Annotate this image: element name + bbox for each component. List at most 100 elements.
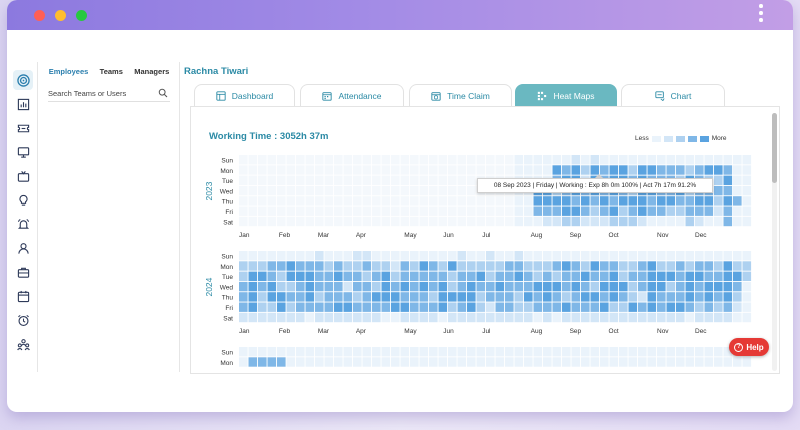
heatmap-cell[interactable] [239, 292, 248, 302]
heatmap-cell[interactable] [486, 281, 495, 292]
heatmap-cell[interactable] [723, 312, 733, 323]
heatmap-cell[interactable] [324, 216, 334, 227]
heatmap-cell[interactable] [581, 196, 590, 206]
vertical-scrollbar[interactable] [772, 113, 777, 371]
heatmap-cell[interactable] [533, 261, 543, 271]
heatmap-cell[interactable] [543, 196, 552, 206]
heatmap-cell[interactable] [429, 165, 438, 175]
heatmap-cell[interactable] [353, 196, 362, 206]
heatmap-cell[interactable] [267, 216, 277, 227]
heatmap-cell[interactable] [647, 206, 657, 216]
heatmap-cell[interactable] [239, 155, 248, 165]
heatmap-cell[interactable] [571, 196, 581, 206]
heatmap-cell[interactable] [429, 185, 438, 196]
heatmap-cell[interactable] [514, 196, 524, 206]
heatmap-cell[interactable] [324, 196, 334, 206]
heatmap-cell[interactable] [362, 292, 372, 302]
heatmap-cell[interactable] [372, 261, 381, 271]
heatmap-cell[interactable] [324, 271, 334, 281]
heatmap-cell[interactable] [467, 357, 476, 367]
heatmap-cell[interactable] [457, 155, 467, 165]
heatmap-cell[interactable] [353, 216, 362, 227]
heatmap-cell[interactable] [628, 251, 638, 261]
heatmap-cell[interactable] [695, 302, 704, 312]
heatmap-cell[interactable] [742, 251, 752, 261]
heatmap-cell[interactable] [362, 261, 372, 271]
heatmap-cell[interactable] [277, 261, 286, 271]
heatmap-cell[interactable] [609, 312, 619, 323]
monitor-icon[interactable] [13, 142, 33, 162]
heatmap-cell[interactable] [457, 281, 467, 292]
heatmap-cell[interactable] [248, 347, 258, 357]
heatmap-cell[interactable] [467, 155, 476, 165]
heatmap-cell[interactable] [467, 281, 476, 292]
heatmap-cell[interactable] [372, 155, 381, 165]
heatmap-cell[interactable] [562, 302, 571, 312]
heatmap-cell[interactable] [581, 281, 590, 292]
heatmap-cell[interactable] [742, 165, 752, 175]
heatmap-cell[interactable] [410, 302, 419, 312]
heatmap-cell[interactable] [619, 155, 628, 165]
heatmap-cell[interactable] [353, 302, 362, 312]
heatmap-cell[interactable] [267, 196, 277, 206]
heatmap-cell[interactable] [657, 216, 666, 227]
heatmap-cell[interactable] [362, 216, 372, 227]
heatmap-cell[interactable] [628, 196, 638, 206]
heatmap-cell[interactable] [514, 271, 524, 281]
heatmap-cell[interactable] [286, 302, 296, 312]
heatmap-cell[interactable] [619, 292, 628, 302]
heatmap-cell[interactable] [448, 185, 457, 196]
heatmap-cell[interactable] [391, 357, 400, 367]
heatmap-cell[interactable] [476, 251, 486, 261]
heatmap-cell[interactable] [552, 312, 562, 323]
heatmap-cell[interactable] [258, 185, 267, 196]
heatmap-cell[interactable] [609, 165, 619, 175]
heatmap-cell[interactable] [353, 357, 362, 367]
heatmap-cell[interactable] [685, 261, 695, 271]
heatmap-cell[interactable] [248, 312, 258, 323]
heatmap-cell[interactable] [448, 347, 457, 357]
heatmap-cell[interactable] [410, 196, 419, 206]
heatmap-cell[interactable] [410, 155, 419, 165]
heatmap-cell[interactable] [419, 155, 429, 165]
heatmap-cell[interactable] [590, 292, 600, 302]
heatmap-cell[interactable] [429, 292, 438, 302]
heatmap-cell[interactable] [248, 196, 258, 206]
heatmap-cell[interactable] [258, 281, 267, 292]
heatmap-cell[interactable] [267, 206, 277, 216]
heatmap-cell[interactable] [571, 165, 581, 175]
heatmap-cell[interactable] [296, 175, 305, 185]
heatmap-cell[interactable] [362, 155, 372, 165]
heatmap-cell[interactable] [372, 206, 381, 216]
heatmap-cell[interactable] [239, 165, 248, 175]
heatmap-cell[interactable] [410, 206, 419, 216]
heatmap-cell[interactable] [552, 165, 562, 175]
heatmap-cell[interactable] [619, 261, 628, 271]
tv-icon[interactable] [13, 166, 33, 186]
heatmap-cell[interactable] [647, 347, 657, 357]
heatmap-cell[interactable] [467, 206, 476, 216]
heatmap-cell[interactable] [562, 261, 571, 271]
heatmap-cell[interactable] [429, 175, 438, 185]
heatmap-cell[interactable] [609, 357, 619, 367]
heatmap-cell[interactable] [381, 357, 391, 367]
heatmap-cell[interactable] [676, 155, 685, 165]
heatmap-cell[interactable] [543, 155, 552, 165]
heatmap-cell[interactable] [296, 185, 305, 196]
heatmap-cell[interactable] [410, 271, 419, 281]
heatmap-cell[interactable] [505, 292, 514, 302]
heatmap-cell[interactable] [467, 302, 476, 312]
heatmap-cell[interactable] [362, 175, 372, 185]
heatmap-cell[interactable] [448, 175, 457, 185]
heatmap-cell[interactable] [495, 302, 505, 312]
heatmap-cell[interactable] [400, 185, 410, 196]
alarm-bell-icon[interactable] [13, 214, 33, 234]
heatmap-cell[interactable] [704, 357, 714, 367]
heatmap-cell[interactable] [438, 216, 448, 227]
heatmap-cell[interactable] [239, 281, 248, 292]
heatmap-cell[interactable] [524, 271, 533, 281]
heatmap-cell[interactable] [514, 312, 524, 323]
heatmap-cell[interactable] [296, 196, 305, 206]
heatmap-cell[interactable] [315, 196, 324, 206]
heatmap-cell[interactable] [353, 347, 362, 357]
